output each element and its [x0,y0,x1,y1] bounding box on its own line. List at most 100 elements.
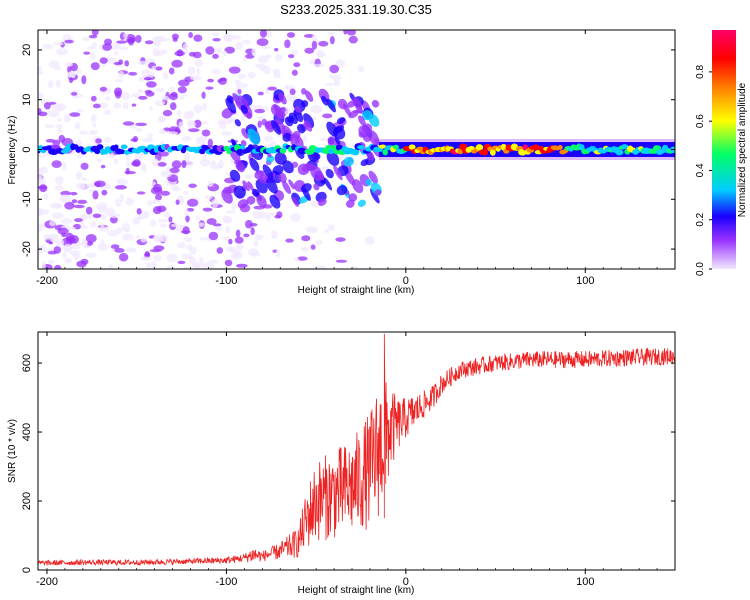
spectrogram-noise-cell [109,152,115,159]
spectrogram-noise-cell [59,194,72,203]
spectrogram-noise-cell [79,130,89,135]
spectrogram-noise-cell [157,35,165,42]
spectrogram-noise-cell [80,213,93,220]
spectrogram-x-tick-label: 0 [403,275,409,287]
spectrogram-noise-cell [196,67,201,75]
spectrogram-streak [229,169,241,182]
spectrogram-noise-cell [64,201,75,210]
spectrogram-band-cell [325,145,332,150]
spectrogram-noise-cell [135,128,143,132]
spectrogram-noise-cell [115,198,122,207]
spectrogram-noise-cell [324,228,329,233]
spectrogram-noise-cell [335,259,348,263]
spectrogram-noise-cell [52,212,64,219]
spectrogram-noise-cell [145,263,151,269]
spectrogram-noise-cell [202,262,215,269]
spectrogram-noise-cell [74,218,83,223]
spectrogram-noise-cell [54,185,64,191]
spectrogram-y-label: Frequency (Hz) [7,116,18,185]
spectrogram-noise-cell [195,215,201,220]
spectrogram-noise-cell [40,166,48,174]
spectrogram-noise-cell [76,260,87,268]
spectrogram-band-cell [357,145,365,150]
spectrogram-noise-cell [66,71,75,79]
spectrogram-streak [295,106,302,113]
spectrogram-band-cell [198,148,206,155]
spectrogram-streak [326,150,340,166]
spectrogram-streak [325,168,334,179]
spectrogram-noise-cell [187,66,196,76]
spectrogram-streak [293,109,304,123]
spectrogram-noise-cell [235,41,243,51]
spectrogram-noise-cell [193,34,203,42]
spectrogram-noise-cell [217,79,222,83]
spectrogram-noise-cell [285,93,297,103]
spectrogram-noise-cell [225,210,237,214]
spectrogram-streak [365,178,372,186]
spectrogram-streak [266,155,275,163]
spectrogram-noise-cell [90,62,100,71]
spectrogram-noise-cell [157,116,165,124]
spectrogram-noise-cell [223,33,234,41]
spectrogram-streak [358,125,370,138]
spectrogram-noise-cell [54,264,62,269]
spectrogram-streak [361,110,373,121]
spectrogram-noise-cell [61,162,67,171]
spectrogram-streak [221,189,233,204]
spectrogram-noise-cell [113,102,122,109]
spectrogram-noise-cell [113,50,119,56]
spectrogram-noise-cell [85,252,97,258]
spectrogram-noise-cell [141,69,151,77]
spectrogram-noise-cell [103,109,112,116]
spectrogram-noise-cell [57,127,63,134]
spectrogram-noise-cell [93,180,106,188]
spectrogram-noise-cell [235,263,248,268]
spectrogram-noise-cell [138,78,145,83]
spectrogram-noise-cell [313,63,326,68]
spectrogram-noise-cell [170,184,180,191]
spectrogram-noise-cell [235,229,241,238]
spectrogram-noise-cell [257,211,268,219]
spectrogram-noise-cell [47,259,55,264]
spectrogram-x-tick-label: 100 [576,275,594,287]
spectrogram-noise-cell [256,38,269,47]
spectrogram-noise-cell [183,190,189,196]
spectrogram-noise-cell [92,213,102,218]
spectrogram-noise-cell [154,234,164,243]
spectrogram-noise-cell [247,71,256,79]
spectrogram-noise-cell [304,47,315,54]
spectrogram-noise-cell [48,241,54,245]
spectrogram-band-cell [621,144,629,149]
snr-y-tick-label: 600 [21,354,33,372]
spectrogram-streak [304,90,314,102]
spectrogram-noise-cell [109,216,118,224]
spectrogram-noise-cell [61,237,73,247]
spectrogram-noise-cell [95,138,102,144]
spectrogram-noise-cell [81,37,91,41]
spectrogram-noise-cell [198,222,205,228]
spectrogram-noise-cell [322,113,333,119]
spectrogram-streak [234,119,241,127]
spectrogram-noise-cell [92,190,99,200]
spectrogram-noise-cell [201,120,208,125]
spectrogram-noise-cell [155,100,165,106]
spectrogram-noise-cell [297,256,308,261]
spectrogram-noise-cell [276,211,283,219]
spectrogram-noise-cell [155,66,163,71]
spectrogram-noise-cell [184,209,189,217]
spectrogram-noise-cell [64,257,72,264]
spectrogram-noise-cell [131,160,141,167]
spectrogram-noise-cell [181,160,187,169]
spectrogram-noise-cell [56,124,63,129]
spectrogram-noise-cell [329,35,335,45]
spectrogram-noise-cell [364,236,375,245]
spectrogram-streak [313,183,320,191]
spectrogram-noise-cell [81,75,87,85]
spectrogram-band-cell [481,148,489,156]
spectrogram-noise-cell [222,236,230,241]
spectrogram-noise-cell [123,32,128,39]
spectrogram-noise-cell [147,199,152,206]
spectrogram-noise-cell [206,218,217,225]
spectrogram-band-cell [94,148,101,155]
spectrogram-streak [358,115,366,127]
